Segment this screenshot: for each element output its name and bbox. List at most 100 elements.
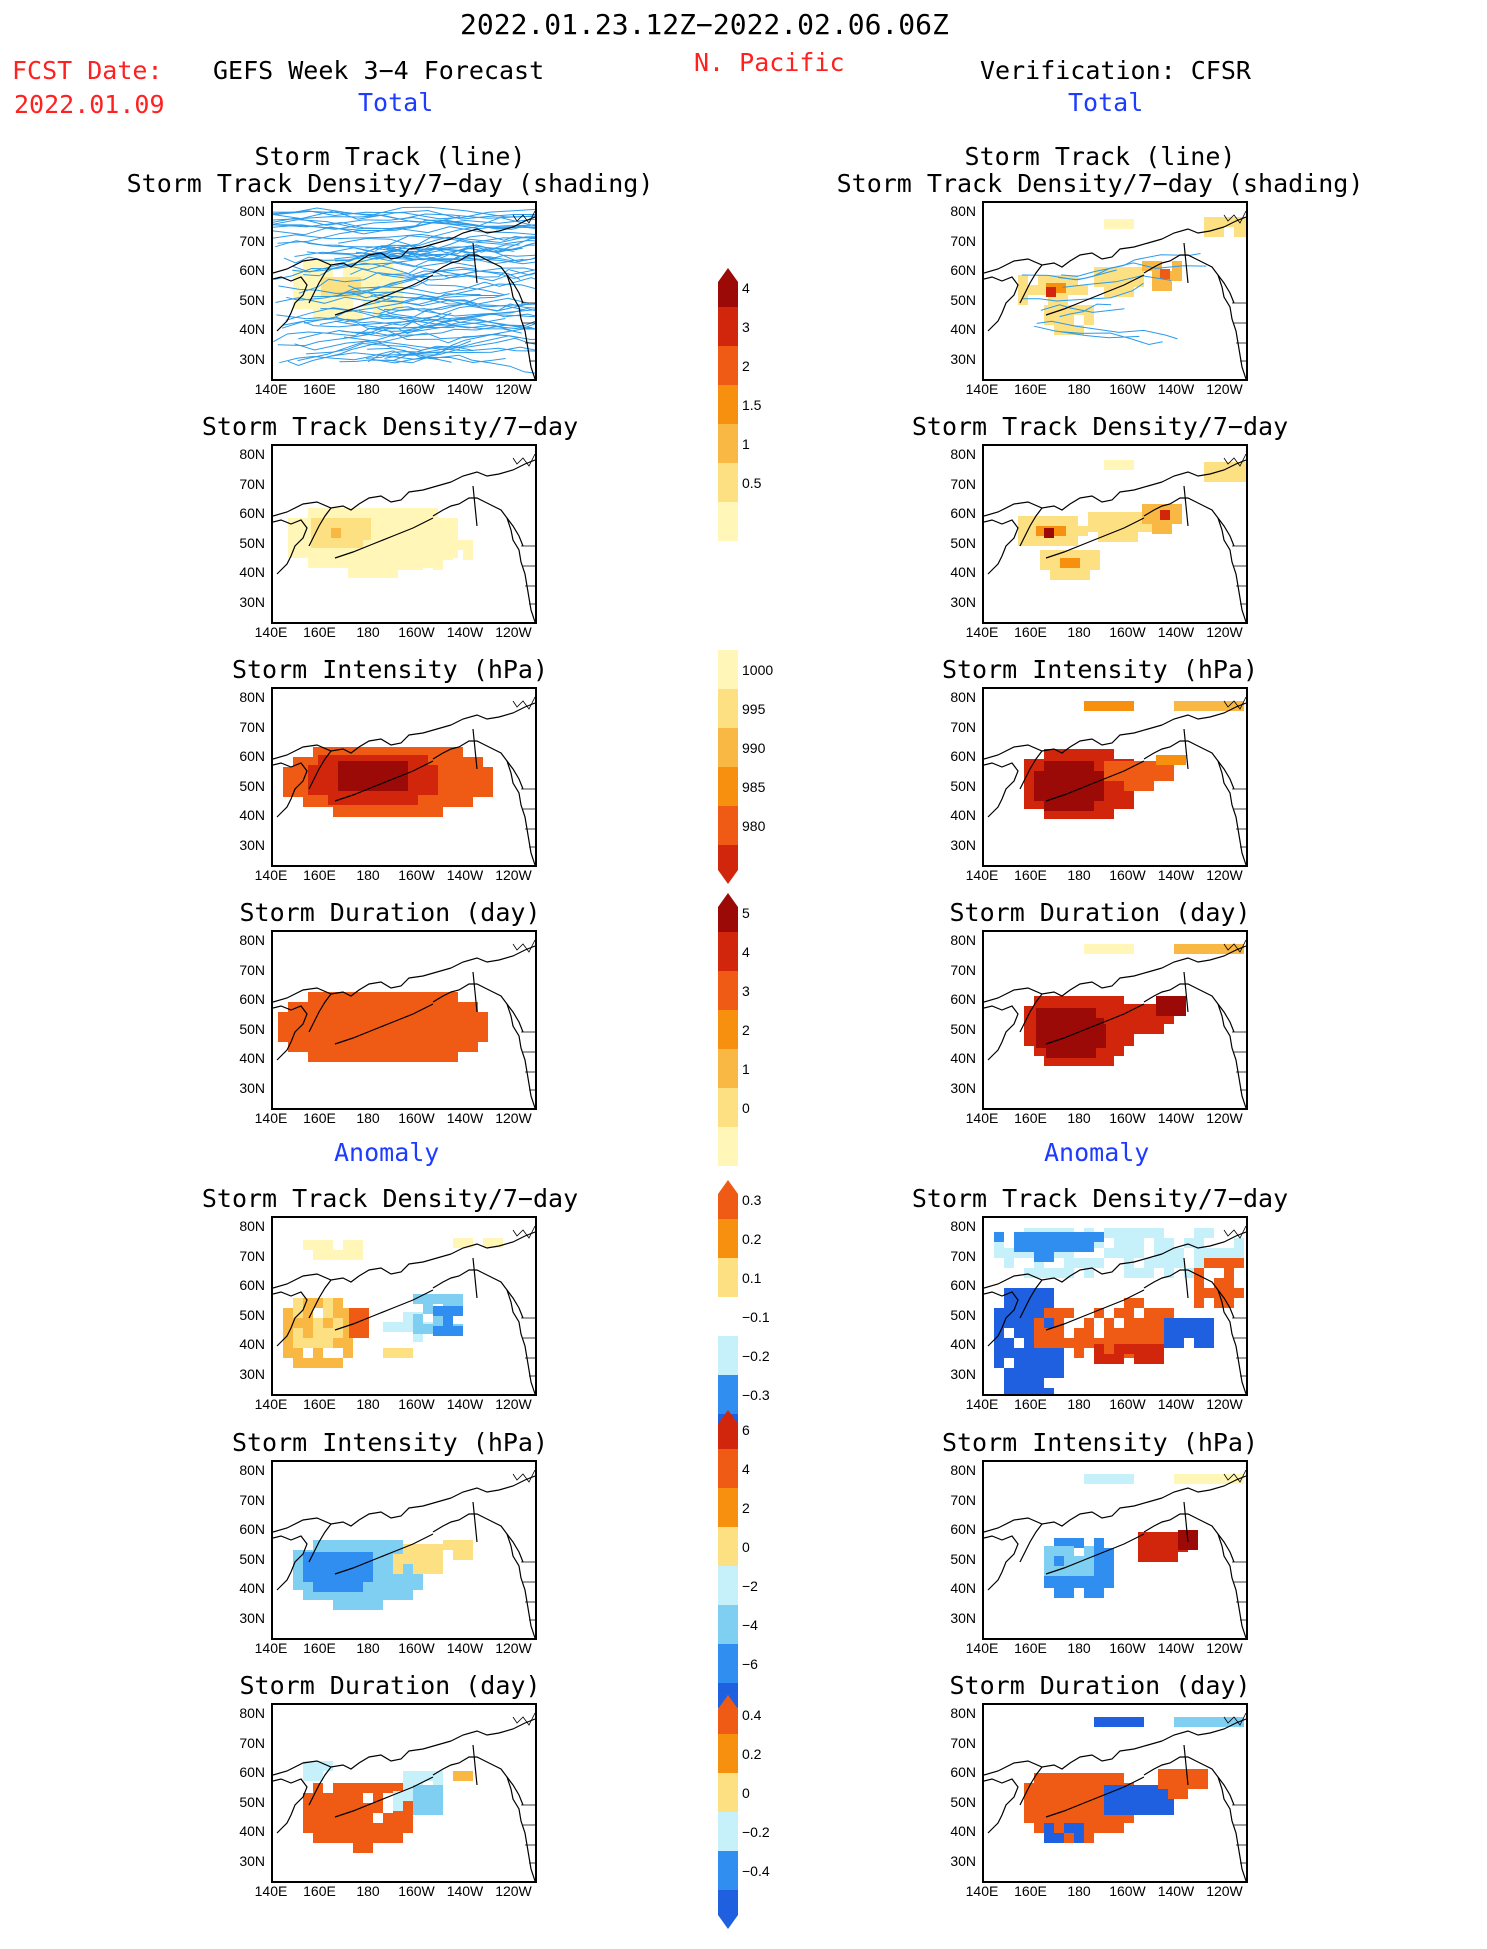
- coastline: [1143, 1269, 1235, 1319]
- data-cell: [1086, 1008, 1096, 1018]
- data-cell: [463, 1550, 473, 1560]
- data-cell: [383, 1540, 393, 1550]
- data-cell: [463, 1540, 473, 1550]
- data-cell: [433, 807, 443, 817]
- data-cell: [283, 1338, 293, 1348]
- data-cell: [323, 1793, 333, 1803]
- data-cell: [333, 1600, 343, 1610]
- data-cell: [1040, 560, 1050, 570]
- data-cell: [423, 797, 433, 807]
- data-cell: [428, 1012, 438, 1022]
- data-cell: [1094, 1813, 1104, 1823]
- data-cell: [1124, 761, 1134, 771]
- data-cell: [1144, 1268, 1154, 1278]
- data-cell: [1148, 1552, 1158, 1562]
- data-cell: [1044, 1288, 1054, 1298]
- data-cell: [318, 755, 328, 765]
- x-tick-label: 140W: [1157, 1883, 1195, 1899]
- data-cell: [1154, 1805, 1164, 1815]
- data-cell: [1094, 1056, 1104, 1066]
- data-cell: [1046, 1028, 1056, 1038]
- data-cell: [353, 1240, 363, 1250]
- data-cell: [1144, 1014, 1154, 1024]
- storm-track-line: [360, 252, 497, 261]
- y-tick-label: 50N: [239, 534, 265, 551]
- data-cell: [428, 775, 438, 785]
- data-cell: [443, 1306, 453, 1316]
- data-cell: [308, 1002, 318, 1012]
- data-cell: [361, 518, 371, 528]
- y-tick-label: 30N: [950, 1365, 976, 1382]
- data-cell: [338, 1052, 348, 1062]
- data-cell: [293, 289, 303, 299]
- data-cell: [1044, 1813, 1054, 1823]
- data-cell: [1014, 1368, 1024, 1378]
- data-cell: [1194, 944, 1204, 954]
- colorbar-label: 4: [742, 1461, 750, 1477]
- data-cell: [1004, 1318, 1014, 1328]
- data-cell: [1174, 1717, 1184, 1727]
- data-cell: [1094, 1344, 1104, 1354]
- x-tick-label: 140W: [446, 867, 484, 883]
- coastline: [506, 1776, 535, 1881]
- x-tick-label: 160W: [1109, 624, 1146, 640]
- data-cell: [1114, 1036, 1124, 1046]
- data-cell: [333, 1552, 343, 1562]
- data-cell: [483, 777, 493, 787]
- data-cell: [1124, 267, 1134, 277]
- data-cell: [1164, 771, 1174, 781]
- data-cell: [343, 1833, 353, 1843]
- data-cell: [1024, 1308, 1034, 1318]
- data-cell: [1154, 771, 1164, 781]
- data-cell: [1184, 1318, 1194, 1328]
- data-cell: [1038, 275, 1048, 285]
- data-cell: [1114, 1773, 1124, 1783]
- data-cell: [1064, 1783, 1074, 1793]
- x-tick-label: 140W: [446, 1883, 484, 1899]
- data-cell: [1084, 1803, 1094, 1813]
- data-cell: [1124, 460, 1134, 470]
- data-cell: [298, 548, 308, 558]
- x-tick-label: 180: [1067, 624, 1091, 640]
- data-cell: [1014, 1308, 1024, 1318]
- data-cell: [353, 1572, 363, 1582]
- data-cell: [1124, 1717, 1134, 1727]
- data-cell: [448, 1032, 458, 1042]
- data-cell: [1066, 1038, 1076, 1048]
- data-cell: [388, 1012, 398, 1022]
- data-cell: [363, 1562, 373, 1572]
- coastline: [472, 242, 478, 284]
- data-cell: [363, 1833, 373, 1843]
- data-cell: [413, 747, 423, 757]
- data-cell: [1018, 516, 1028, 526]
- colorbar-label: 5: [742, 905, 750, 921]
- coastline: [1045, 760, 1145, 802]
- data-cell: [1064, 1556, 1074, 1566]
- data-cell: [313, 1318, 323, 1328]
- data-cell: [1084, 1056, 1094, 1066]
- data-cell: [1064, 1538, 1074, 1548]
- data-cell: [333, 1783, 343, 1793]
- data-cell: [1138, 1552, 1148, 1562]
- data-cell: [994, 1358, 1004, 1368]
- data-cell: [318, 1022, 328, 1032]
- data-cell: [383, 1570, 393, 1580]
- data-cell: [1104, 1338, 1114, 1348]
- data-cell: [1138, 1532, 1148, 1542]
- data-cell: [1188, 1530, 1198, 1540]
- data-cell: [1054, 1566, 1064, 1576]
- data-cell: [428, 1052, 438, 1062]
- data-cell: [1154, 1344, 1164, 1354]
- data-cell: [438, 1032, 448, 1042]
- data-cell: [1004, 1308, 1014, 1318]
- colorbar-label: −6: [742, 1656, 758, 1672]
- data-cell: [1234, 462, 1244, 472]
- data-cell: [323, 1562, 333, 1572]
- data-cell: [1084, 1773, 1094, 1783]
- y-tick-label: 60N: [950, 262, 976, 278]
- data-cell: [1084, 1268, 1094, 1278]
- x-tick-label: 140W: [446, 1110, 484, 1126]
- y-tick-label: 50N: [950, 534, 976, 551]
- y-tick-label: 40N: [239, 1336, 265, 1352]
- anomaly-left-title: Anomaly: [334, 1138, 440, 1167]
